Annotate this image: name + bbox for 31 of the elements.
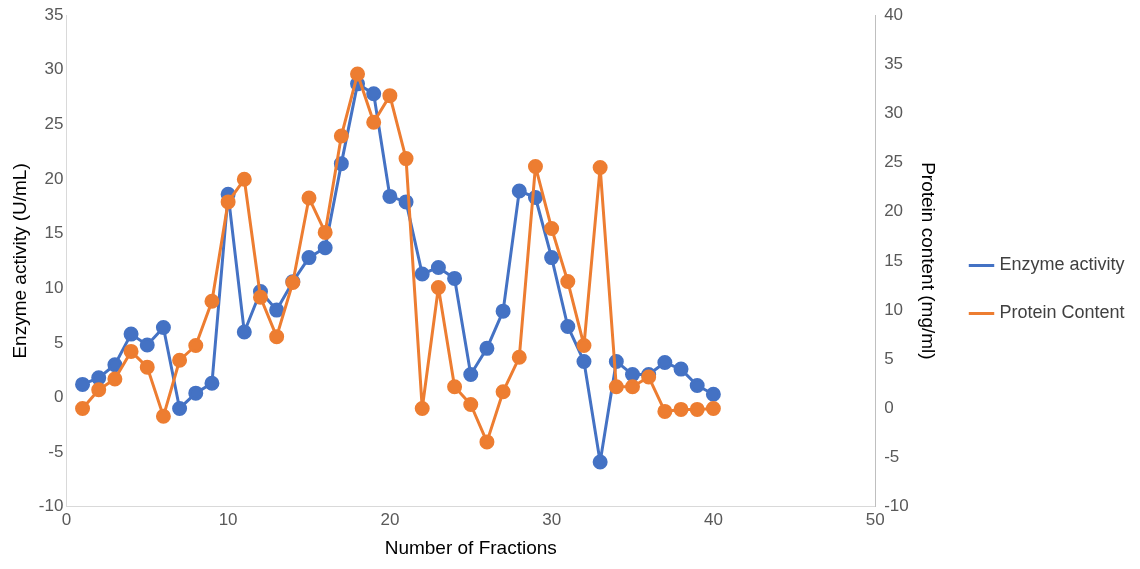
y2-tick-label: 35 (884, 53, 904, 73)
y2-tick-label: -10 (884, 496, 909, 516)
x-tick-label: 30 (542, 509, 562, 529)
legend-label: Enzyme activity (999, 254, 1125, 275)
y2-tick-label: 15 (884, 250, 904, 270)
y2-tick-label: 0 (884, 398, 894, 418)
y-tick-label: -10 (38, 496, 64, 516)
y2-axis-title: Protein content (mg/ml) (917, 162, 939, 360)
y-tick-label: 0 (53, 387, 64, 407)
y2-tick-label: 10 (884, 299, 904, 319)
x-tick-label: 50 (865, 509, 885, 529)
y2-tick-label: 25 (884, 152, 904, 172)
x-axis-title: Number of Fractions (384, 536, 557, 558)
y-tick-label: -5 (48, 441, 64, 461)
x-tick-label: 10 (218, 509, 238, 529)
x-tick-label: 40 (703, 509, 723, 529)
y-tick-label: 10 (44, 277, 64, 297)
y2-tick-label: 5 (884, 348, 894, 368)
legend-label: Protein Content (999, 302, 1125, 323)
y-tick-label: 35 (44, 4, 64, 24)
y2-tick-label: 20 (884, 201, 904, 221)
y-tick-label: 20 (44, 168, 64, 188)
x-tick-label: 20 (380, 509, 400, 529)
y-tick-label: 5 (53, 332, 64, 352)
y2-tick-label: -5 (884, 447, 900, 467)
y-tick-label: 25 (44, 113, 64, 133)
y2-tick-label: 40 (884, 4, 904, 24)
y2-tick-label: 30 (884, 103, 904, 123)
y-tick-label: 30 (44, 59, 64, 79)
y-tick-label: 15 (44, 223, 64, 243)
y-axis-title: Enzyme activity (U/mL) (8, 163, 30, 359)
